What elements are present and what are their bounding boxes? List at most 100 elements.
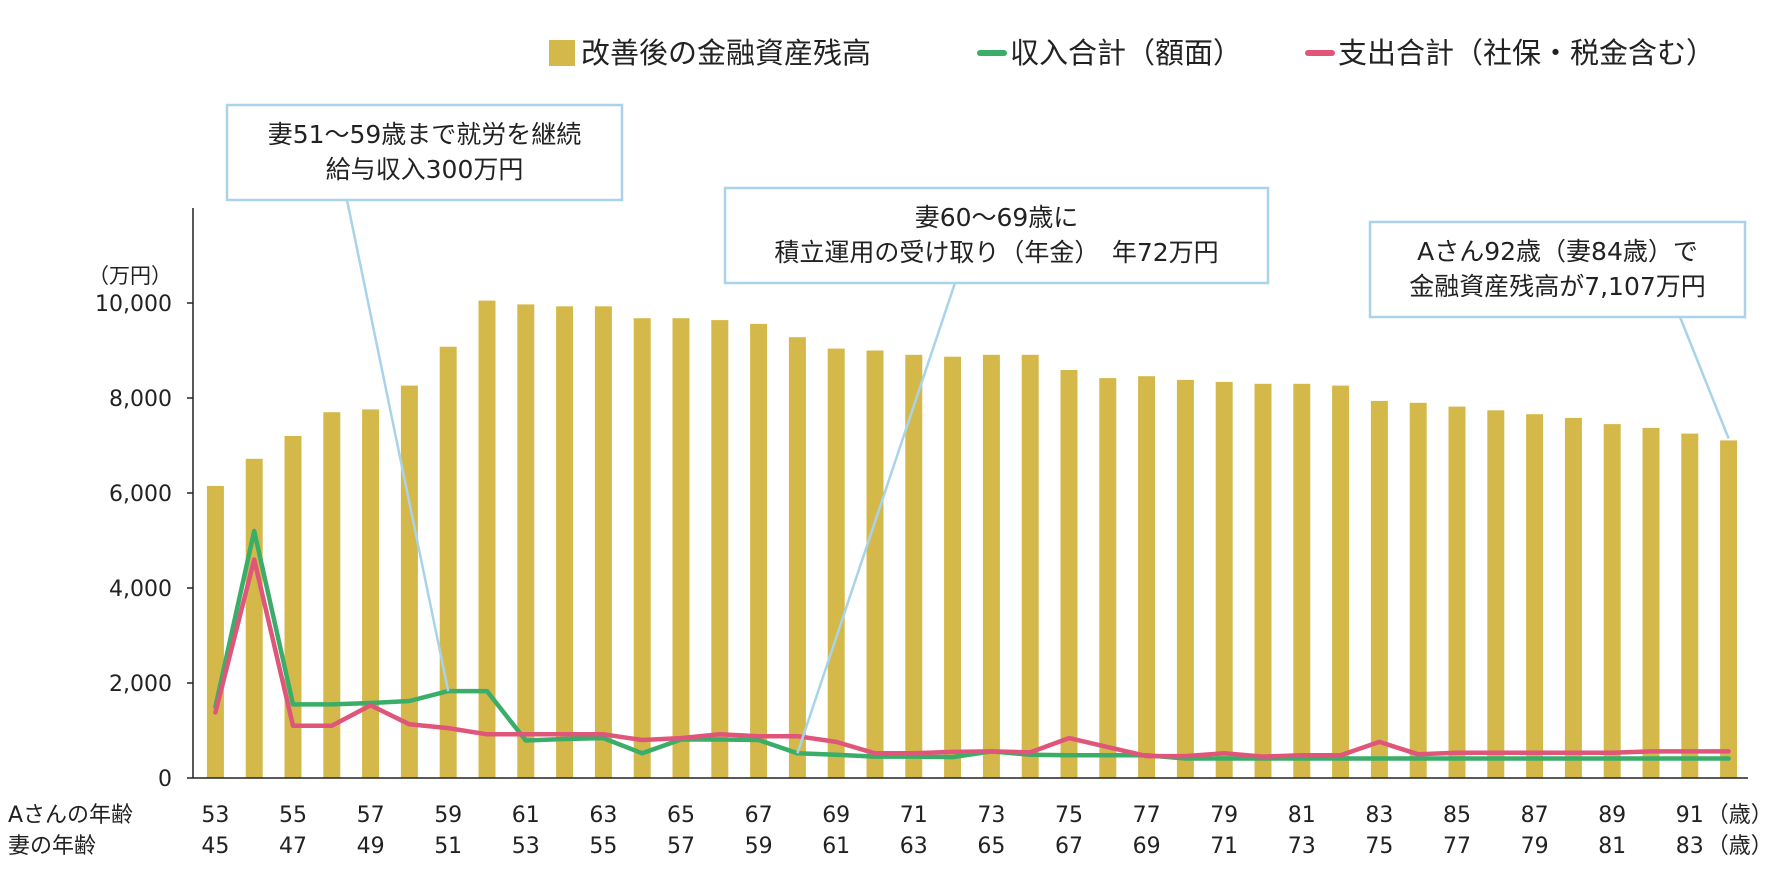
- bar-asset-79: [1215, 381, 1233, 778]
- bar-asset-75: [1060, 370, 1078, 778]
- x-tick-label-a: 81: [1288, 803, 1316, 828]
- x-tick-label-wife: 79: [1521, 834, 1549, 859]
- bar-asset-53: [206, 485, 224, 778]
- callout-leader: [345, 199, 450, 692]
- callout-text: 金融資産残高が7,107万円: [1409, 272, 1706, 301]
- callout-box: [723, 186, 1270, 285]
- callout-box: [225, 103, 624, 202]
- bar-asset-88: [1564, 417, 1582, 778]
- labels-layer: 0 2,000 4,000 6,000 8,000 10,000 （万円） Aさんの年齢妻の年…: [8, 264, 1773, 859]
- bar-asset-77: [1138, 376, 1156, 778]
- callout-text: 妻51〜59歳まで就労を継続: [268, 120, 582, 149]
- bar-asset-54: [245, 458, 263, 778]
- bar-asset-81: [1293, 383, 1311, 779]
- bar-asset-66: [711, 320, 729, 778]
- x-tick-label-wife: 47: [279, 834, 307, 859]
- bars-layer: [206, 300, 1738, 779]
- bar-asset-67: [750, 323, 768, 778]
- bar-asset-84: [1409, 402, 1427, 779]
- y-tick-label: 4,000: [109, 577, 172, 602]
- x-tick-label-a: 75: [1055, 803, 1083, 828]
- x-tick-label-a: 53: [201, 803, 229, 828]
- bar-asset-82: [1332, 385, 1350, 778]
- bar-asset-70: [866, 350, 884, 778]
- bar-asset-71: [905, 354, 923, 778]
- x-tick-label-a: 55: [279, 803, 307, 828]
- x-tick-label-wife: 77: [1443, 834, 1471, 859]
- x-tick-label-a: 61: [512, 803, 540, 828]
- x-tick-label-a: 89: [1598, 803, 1626, 828]
- expense-line: [213, 557, 1731, 759]
- bar-asset-57: [362, 409, 380, 778]
- y-axis-label: （万円）: [88, 264, 172, 288]
- x-tick-label-wife: 53: [512, 834, 540, 859]
- bar-asset-59: [439, 346, 457, 778]
- x-tick-label-a: 63: [589, 803, 617, 828]
- x-tick-label-wife: 65: [977, 834, 1005, 859]
- bar-asset-60: [478, 300, 496, 778]
- x-tick-label-a: 83: [1365, 803, 1393, 828]
- x-tick-label-wife: 51: [434, 834, 462, 859]
- bar-asset-69: [827, 348, 845, 778]
- callout-leader: [1678, 316, 1730, 439]
- age-unit-label: （歳）: [1707, 834, 1773, 859]
- y-tick-label: 2,000: [109, 672, 172, 697]
- legend-label: 支出合計（社保・税金含む）: [1338, 36, 1715, 70]
- x-tick-label-wife: 75: [1365, 834, 1393, 859]
- x-tick-label-wife: 83: [1676, 834, 1704, 859]
- callout-leader: [796, 282, 957, 754]
- x-tick-label-a: 91: [1676, 803, 1704, 828]
- bar-asset-65: [672, 318, 690, 778]
- x-tick-label-a: 85: [1443, 803, 1471, 828]
- a-age-row-label: Aさんの年齢: [8, 803, 133, 828]
- callout-text: 妻60〜69歳に: [915, 203, 1079, 232]
- axes-layer: [187, 208, 1748, 779]
- x-tick-label-a: 73: [977, 803, 1005, 828]
- bar-asset-63: [594, 306, 612, 778]
- x-tick-label-wife: 67: [1055, 834, 1083, 859]
- bar-asset-76: [1099, 378, 1117, 778]
- bar-asset-91: [1681, 433, 1699, 778]
- bar-asset-89: [1603, 424, 1621, 778]
- bar-asset-74: [1021, 354, 1039, 778]
- x-tick-label-a: 65: [667, 803, 695, 828]
- bar-asset-80: [1254, 383, 1272, 779]
- x-tick-label-wife: 73: [1288, 834, 1316, 859]
- y-tick-label: 10,000: [95, 292, 172, 317]
- x-tick-label-wife: 63: [900, 834, 928, 859]
- bar-asset-78: [1176, 379, 1194, 778]
- y-tick-label: 6,000: [109, 482, 172, 507]
- bar-asset-85: [1448, 406, 1466, 778]
- bar-asset-86: [1487, 410, 1505, 778]
- wife-age-row-label: 妻の年齢: [8, 834, 96, 859]
- bar-asset-90: [1642, 427, 1660, 778]
- x-tick-label-a: 69: [822, 803, 850, 828]
- bar-asset-68: [788, 337, 806, 778]
- bar-asset-72: [944, 356, 962, 778]
- x-tick-label-a: 79: [1210, 803, 1238, 828]
- x-tick-label-wife: 55: [589, 834, 617, 859]
- x-tick-label-wife: 57: [667, 834, 695, 859]
- x-tick-label-a: 59: [434, 803, 462, 828]
- x-tick-label-a: 71: [900, 803, 928, 828]
- x-tick-label-wife: 59: [745, 834, 773, 859]
- x-tick-label-wife: 71: [1210, 834, 1238, 859]
- legend-swatch-asset: [549, 40, 575, 66]
- lines-layer: [213, 528, 1731, 761]
- x-tick-label-wife: 81: [1598, 834, 1626, 859]
- income-line: [213, 528, 1731, 761]
- age-unit-label: （歳）: [1707, 803, 1773, 828]
- bar-asset-61: [517, 304, 535, 778]
- bar-asset-56: [323, 412, 341, 778]
- y-tick-label: 0: [158, 767, 172, 792]
- bar-asset-83: [1370, 400, 1388, 778]
- callout-text: 積立運用の受け取り（年金） 年72万円: [774, 238, 1218, 267]
- x-tick-label-wife: 69: [1133, 834, 1161, 859]
- callouts-layer: 妻51〜59歳まで就労を継続給与収入300万円妻60〜69歳に積立運用の受け取り…: [225, 103, 1747, 754]
- callout-box: [1368, 220, 1747, 319]
- x-tick-label-a: 77: [1133, 803, 1161, 828]
- bar-asset-87: [1526, 414, 1544, 778]
- x-tick-label-wife: 45: [201, 834, 229, 859]
- callout-text: Aさん92歳（妻84歳）で: [1417, 237, 1698, 266]
